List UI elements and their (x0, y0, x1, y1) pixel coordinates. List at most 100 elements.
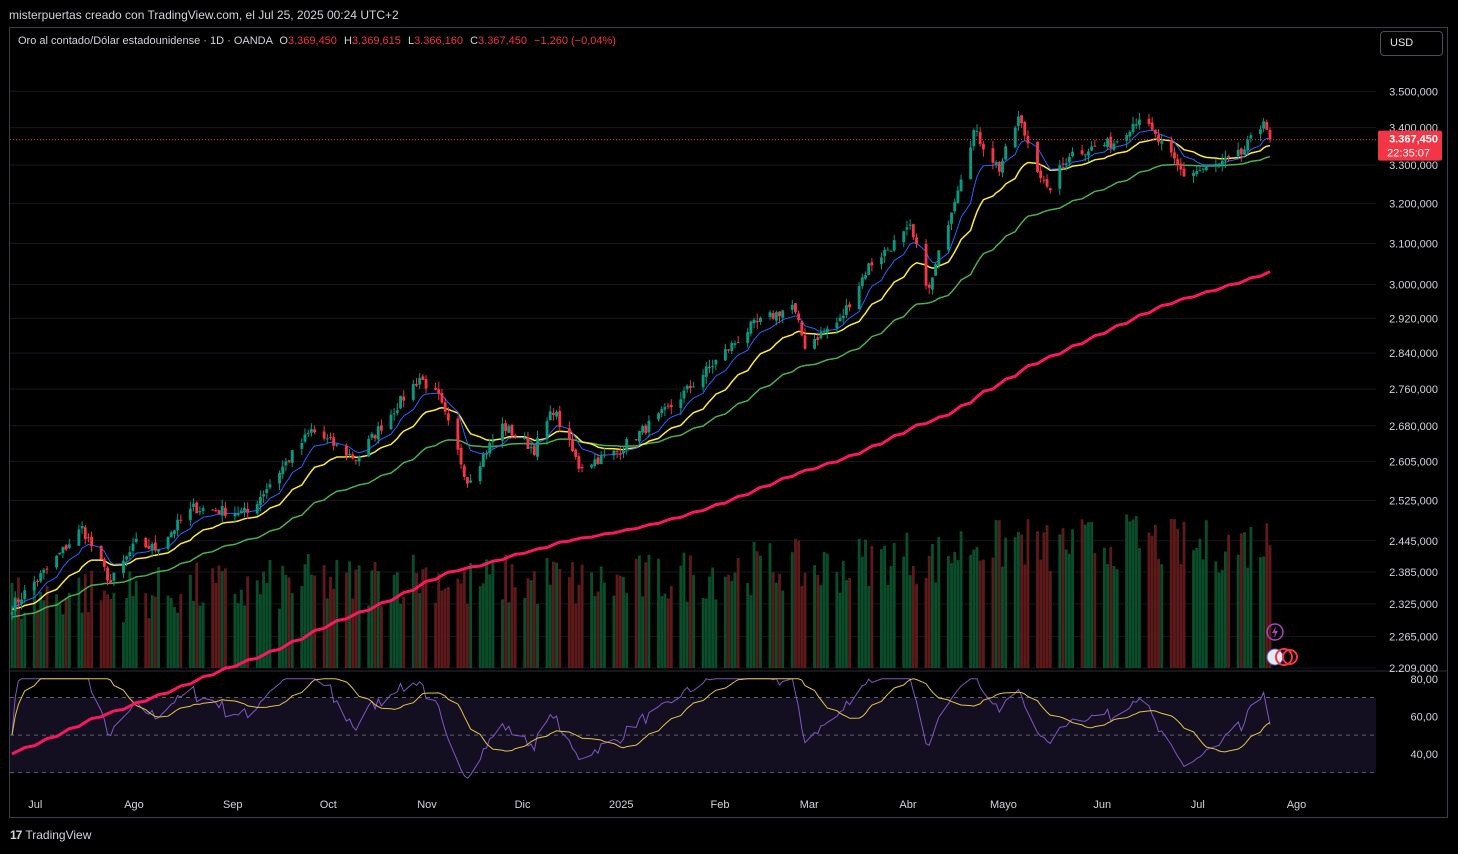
volume-bar (679, 565, 683, 668)
candle-body (768, 312, 772, 318)
candle-body (844, 305, 848, 315)
volume-bar (615, 574, 619, 668)
candle-body (625, 439, 629, 450)
candle-body (501, 423, 504, 441)
volume-bar (529, 580, 533, 668)
candle-body (1259, 129, 1262, 135)
candle-body (437, 389, 441, 394)
volume-layer (10, 514, 1272, 668)
volume-bar (864, 539, 867, 668)
candle-body (179, 519, 183, 521)
volume-bar (1013, 537, 1017, 668)
candle-body (373, 435, 377, 439)
candle-body (1039, 170, 1043, 179)
currency-button[interactable]: USD (1380, 31, 1443, 56)
rsi-line (11, 678, 1271, 779)
volume-bar (819, 584, 823, 668)
volume-bar (794, 538, 797, 668)
candle-body (558, 410, 562, 427)
candle-body (1195, 171, 1199, 175)
volume-bar (106, 594, 109, 668)
volume-bar (1067, 553, 1071, 668)
candle-body (889, 250, 893, 252)
volume-bar (58, 603, 62, 668)
volume-bar (1039, 559, 1043, 668)
candle-body (1061, 163, 1065, 165)
candle-body (857, 286, 861, 310)
volume-bar (682, 552, 686, 668)
time-tick-label: Abr (899, 799, 916, 811)
candle-body (1268, 129, 1272, 140)
volume-bar (134, 580, 138, 668)
price-tick-label: 2.385,000 (1389, 567, 1438, 579)
volume-bar (287, 577, 291, 668)
candle-body (13, 598, 17, 612)
tradingview-logo[interactable]: 17 TradingView (10, 828, 91, 842)
candle-body (147, 545, 151, 549)
volume-bar (281, 565, 285, 668)
volume-bar (23, 612, 27, 668)
candle-body (1153, 129, 1157, 135)
candle-body (188, 508, 192, 521)
volume-bar (602, 582, 606, 668)
volume-bar (1115, 569, 1119, 668)
candle-body (1192, 173, 1196, 177)
volume-bar (20, 618, 23, 668)
candle-body (99, 545, 103, 560)
volume-bar (571, 561, 574, 668)
volume-bar (144, 593, 148, 668)
candle-body (112, 572, 116, 581)
candle-body (991, 148, 995, 163)
volume-bar (243, 605, 246, 668)
volume-bar (1112, 565, 1116, 668)
candle-body (83, 527, 87, 540)
volume-bar (373, 561, 377, 668)
time-tick-label: Jul (1191, 799, 1205, 811)
candle-body (1201, 168, 1205, 170)
candle-body (746, 332, 750, 343)
volume-bar (1102, 547, 1106, 668)
candle-body (198, 511, 202, 513)
volume-bar (1042, 532, 1046, 668)
candle-body (755, 320, 759, 323)
volume-bar (32, 580, 36, 668)
candle-body (644, 425, 648, 434)
candle-body (284, 461, 288, 466)
candle-body (567, 428, 571, 440)
candle-body (1020, 115, 1024, 124)
volume-bar (1160, 564, 1164, 668)
candle-body (379, 425, 383, 431)
volume-bar (911, 565, 915, 668)
candle-body (529, 447, 533, 449)
candle-body (937, 250, 941, 266)
volume-bar (478, 586, 482, 668)
volume-bar (102, 590, 106, 668)
candle-body (90, 536, 94, 547)
candle-body (300, 442, 304, 449)
candle-body (880, 257, 883, 264)
volume-bar (590, 572, 594, 668)
tradingview-logo-text: TradingView (25, 828, 92, 842)
candle-body (532, 445, 536, 456)
volume-bar (223, 568, 227, 668)
volume-bar (83, 574, 87, 668)
volume-bar (1064, 549, 1068, 668)
volume-bar (376, 571, 380, 668)
volume-bar (313, 575, 316, 668)
candle-body (1071, 151, 1074, 157)
change-value: −1,260 (−0,04%) (534, 35, 616, 47)
time-tick-label: Dic (515, 799, 531, 811)
volume-bar (434, 602, 438, 668)
candle-body (32, 582, 36, 591)
candle-body (841, 315, 845, 319)
volume-bar (860, 556, 864, 668)
volume-bar (36, 609, 39, 668)
volume-bar (816, 574, 820, 668)
candle-body (978, 131, 982, 145)
volume-bar (758, 555, 762, 668)
volume-bar (16, 577, 20, 668)
volume-bar (822, 551, 826, 668)
volume-bar (469, 562, 473, 668)
candle-body (1087, 151, 1090, 156)
